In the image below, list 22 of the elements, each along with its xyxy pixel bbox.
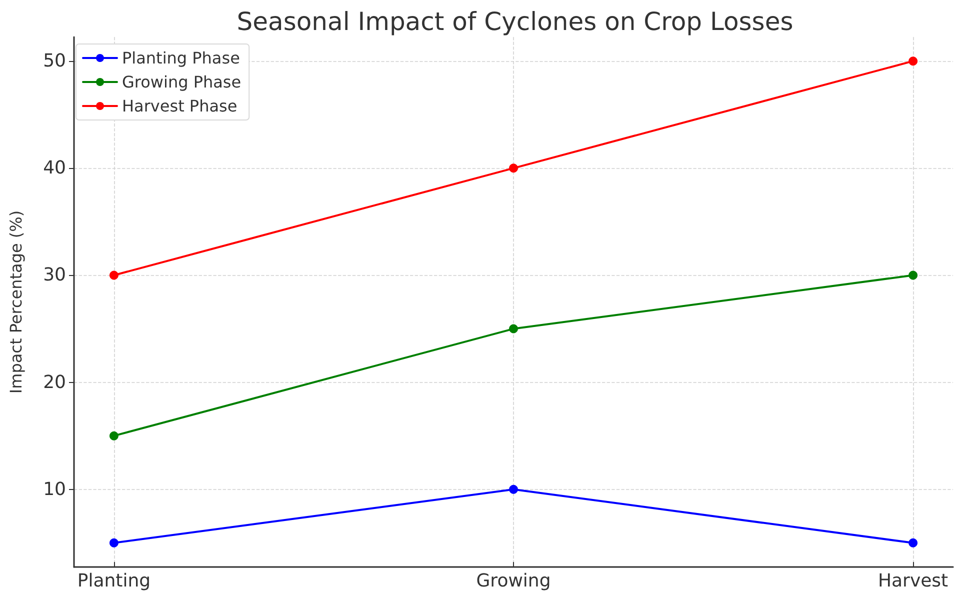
point — [509, 164, 518, 173]
point — [509, 484, 518, 494]
legend-label: Growing Phase — [122, 72, 242, 92]
x-tick-label: Planting — [77, 570, 151, 592]
point — [908, 538, 918, 548]
point — [908, 56, 918, 66]
chart-title: Seasonal Impact of Cyclones on Crop Losses — [236, 7, 794, 36]
y-tick-label: 20 — [43, 372, 66, 393]
y-tick-label: 50 — [43, 50, 66, 72]
point — [109, 431, 118, 440]
legend-label: Harvest Phase — [122, 96, 238, 116]
x-tick-label: Harvest — [878, 570, 948, 592]
y-axis-title: Impact Percentage (%) — [6, 210, 26, 394]
y-tick-label: 40 — [43, 158, 66, 179]
y-tick-label: 30 — [43, 264, 66, 286]
y-tick-label: 10 — [43, 478, 66, 500]
point — [109, 270, 118, 280]
point — [509, 324, 518, 334]
x-tick-label: Growing — [476, 570, 551, 592]
legend-label: Planting Phase — [122, 48, 240, 68]
point — [908, 270, 918, 280]
point — [109, 538, 118, 548]
